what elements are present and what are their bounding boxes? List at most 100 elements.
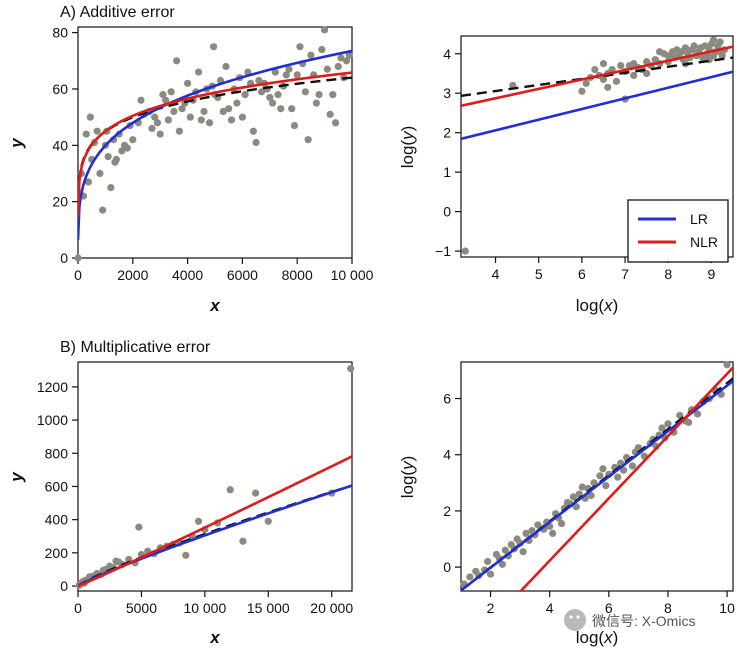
y-axis-title: y <box>7 137 26 149</box>
data-point <box>277 105 285 113</box>
data-point <box>293 71 301 79</box>
data-point <box>323 65 331 73</box>
data-point <box>285 65 293 73</box>
data-point <box>486 570 495 578</box>
data-point <box>233 99 241 107</box>
data-point <box>484 557 492 566</box>
y-tick-label: 2 <box>443 503 451 519</box>
y-axis-title: log(y) <box>398 126 417 169</box>
watermark-text: 微信号: X-Omics <box>592 613 695 629</box>
data-point <box>112 155 120 164</box>
x-tick-label: 6 <box>605 600 613 616</box>
data-point <box>226 486 234 494</box>
y-tick-label: 1200 <box>37 379 68 395</box>
y-tick-label: 80 <box>52 25 68 41</box>
data-point <box>194 68 203 76</box>
series-line-lr <box>461 70 733 141</box>
data-point <box>164 116 173 124</box>
y-tick-label: 0 <box>60 578 68 594</box>
data-point <box>617 61 625 70</box>
data-point <box>266 93 274 102</box>
x-tick-label: 7 <box>621 266 629 282</box>
x-tick-label: 0 <box>74 600 82 616</box>
data-point <box>175 127 183 135</box>
data-point <box>182 551 190 559</box>
x-tick-label: 9 <box>708 266 716 282</box>
data-point <box>296 43 304 51</box>
points <box>460 361 731 588</box>
data-point <box>251 489 260 497</box>
data-point <box>519 548 527 556</box>
data-point <box>628 462 637 470</box>
y-tick-label: 0 <box>443 204 451 220</box>
x-tick-label: 10 000 <box>183 600 226 616</box>
data-point <box>466 573 474 581</box>
data-point <box>301 88 310 96</box>
data-point <box>239 537 247 545</box>
x-tick-label: 4000 <box>172 267 203 283</box>
data-point <box>219 107 227 116</box>
plot-frame <box>460 361 734 592</box>
data-point <box>612 77 621 85</box>
y-tick-label: 1000 <box>37 412 68 428</box>
data-point <box>205 119 214 127</box>
data-point <box>498 560 506 568</box>
wechat-icon-eye <box>576 615 580 619</box>
data-point <box>312 99 320 107</box>
data-point <box>318 45 326 54</box>
panel-b-log: 2 4 6 8 10 0 2 4 6 log(x) log(y) <box>398 361 735 647</box>
x-tick-label: 15 000 <box>247 600 290 616</box>
data-point <box>194 517 203 525</box>
data-point <box>156 130 164 138</box>
data-point <box>578 483 586 491</box>
x-tick-label: 8 <box>664 266 672 282</box>
data-point <box>656 48 664 56</box>
y-tick-label: 4 <box>443 447 451 463</box>
x-tick-label: 4 <box>546 600 554 616</box>
series-line-nlr <box>461 45 733 108</box>
data-point <box>186 113 194 121</box>
data-point <box>249 127 257 135</box>
data-point <box>167 88 175 96</box>
data-point <box>227 116 236 124</box>
data-point <box>135 523 143 531</box>
data-point <box>681 44 690 52</box>
x-tick-label: 5000 <box>126 600 157 616</box>
data-point <box>148 124 156 133</box>
y-tick-label: 2 <box>443 125 451 141</box>
wechat-icon <box>564 609 586 631</box>
data-point <box>602 482 610 490</box>
data-point <box>596 472 604 480</box>
y-axis-title: log(y) <box>398 456 417 499</box>
data-point <box>307 51 315 59</box>
data-point <box>620 466 628 474</box>
data-point <box>257 88 266 96</box>
data-point <box>304 136 312 144</box>
data-point <box>685 418 693 427</box>
data-point <box>630 71 638 80</box>
data-point <box>321 26 329 34</box>
data-point <box>664 420 672 428</box>
data-point <box>329 91 337 99</box>
y-tick-label: 6 <box>443 391 451 407</box>
data-point <box>159 91 167 99</box>
series-line-nlr <box>78 455 352 588</box>
plot-frame <box>77 26 353 259</box>
x-axis-title: log(x) <box>576 296 619 315</box>
data-point <box>582 79 590 87</box>
data-point <box>162 96 170 104</box>
data-point <box>86 113 94 121</box>
x-tick-label: 6 <box>578 266 586 282</box>
panel-b-linear: 0 5000 10 000 15 000 20 000 0 200 400 600 800 1000… <box>7 361 355 647</box>
data-point <box>123 144 131 152</box>
data-point <box>252 138 260 147</box>
series-line-lr <box>78 49 352 241</box>
data-point <box>129 136 137 144</box>
x-tick-label: 8 <box>664 600 672 616</box>
y-tick-label: −1 <box>435 243 451 259</box>
data-point <box>290 121 299 130</box>
data-point <box>337 54 345 62</box>
data-point <box>288 105 296 113</box>
data-point <box>587 491 595 500</box>
